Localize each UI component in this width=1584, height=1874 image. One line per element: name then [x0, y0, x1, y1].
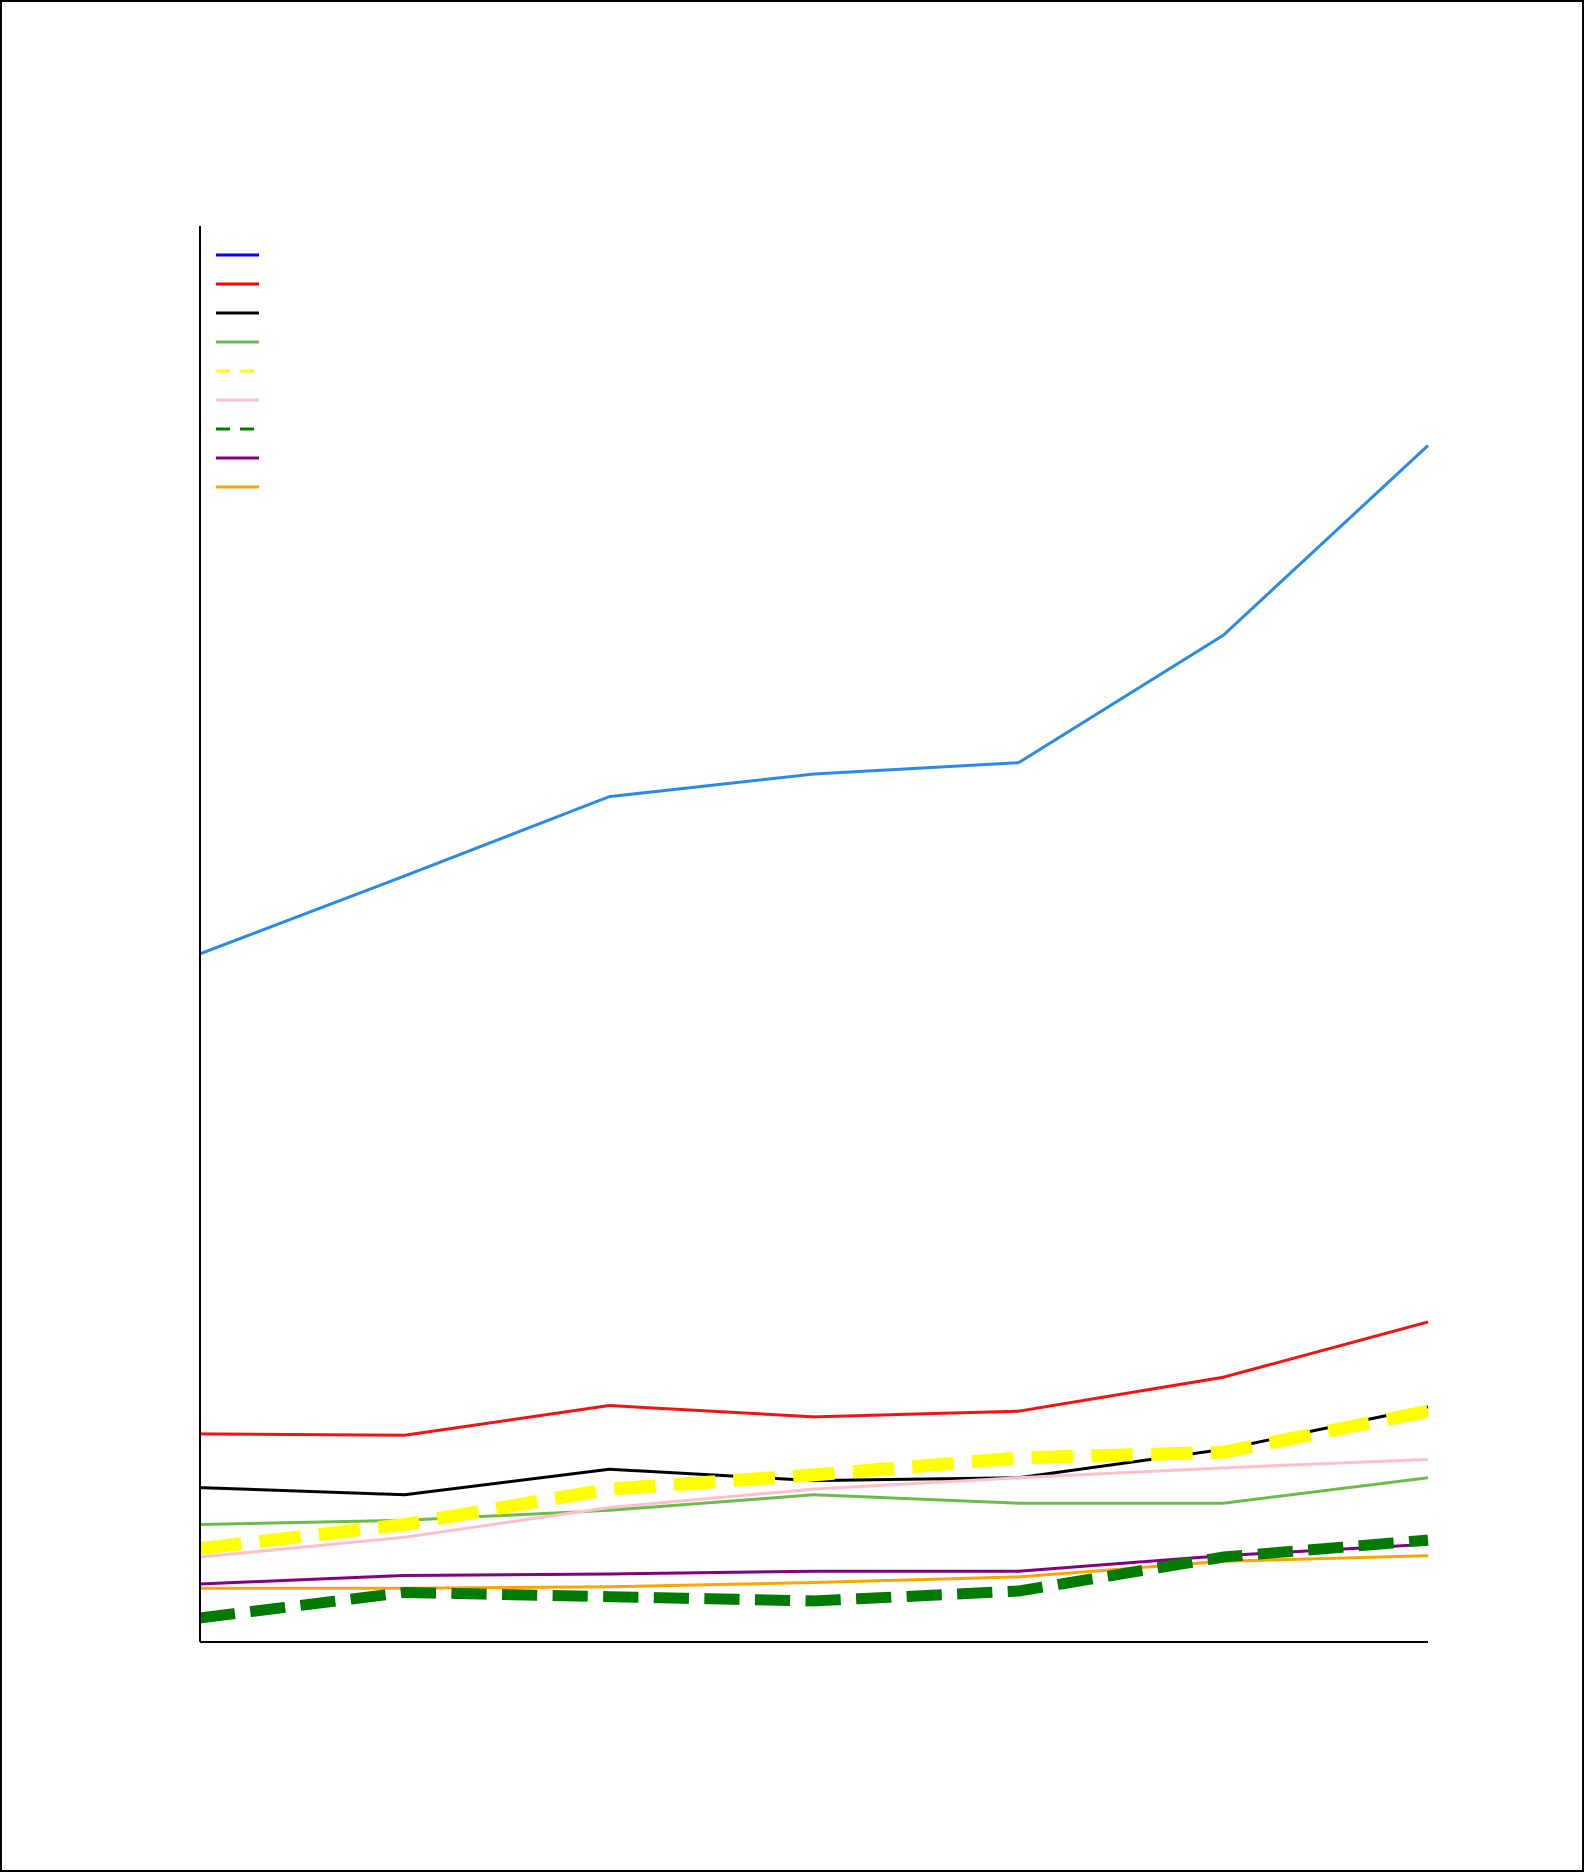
- series-line-7: [199, 1534, 1429, 1624]
- series-line-5: [199, 1404, 1430, 1555]
- legend: [216, 253, 259, 489]
- series-line-4: [199, 1476, 1429, 1526]
- series-line-1: [199, 444, 1430, 956]
- axes-layer: [199, 226, 1428, 1643]
- series-line-8: [199, 1542, 1429, 1586]
- series-layer: [199, 444, 1430, 1624]
- series-line-2: [199, 1320, 1429, 1437]
- series-line-6: [199, 1457, 1429, 1559]
